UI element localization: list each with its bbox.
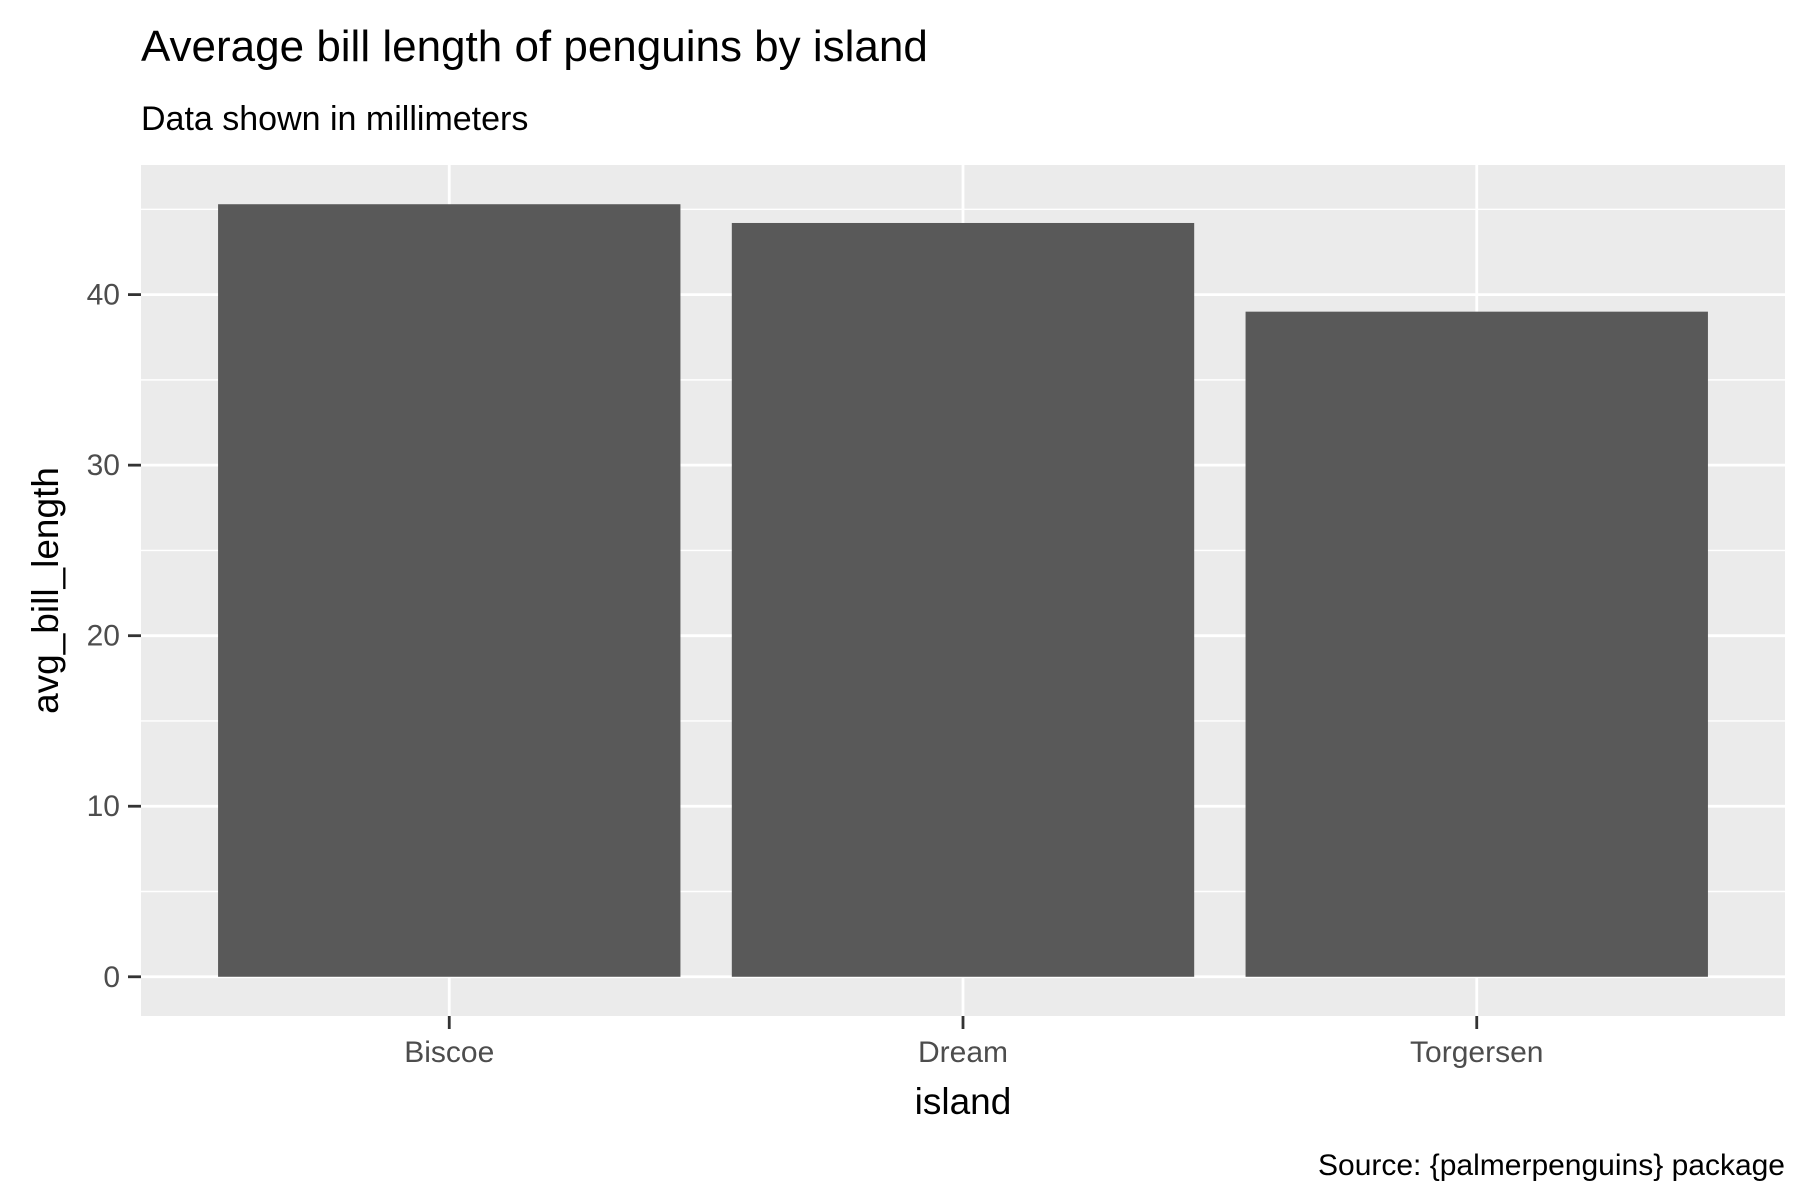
bar-torgersen bbox=[1245, 311, 1708, 977]
chart-subtitle: Data shown in millimeters bbox=[141, 100, 528, 138]
x-axis-title: island bbox=[915, 1081, 1012, 1122]
y-tick-label: 20 bbox=[87, 620, 120, 653]
y-tick-label: 10 bbox=[87, 790, 120, 823]
bar-dream bbox=[731, 222, 1195, 977]
bars bbox=[218, 204, 1708, 977]
x-tick-label: Dream bbox=[918, 1036, 1008, 1069]
y-tick-label: 40 bbox=[87, 279, 120, 312]
y-tick-label: 0 bbox=[103, 961, 120, 994]
x-tick-label: Torgersen bbox=[1410, 1036, 1543, 1069]
x-axis: Biscoe Dream Torgersen bbox=[404, 1016, 1543, 1069]
y-tick-label: 30 bbox=[87, 449, 120, 482]
y-axis: 0 10 20 30 40 bbox=[87, 279, 141, 994]
x-tick-label: Biscoe bbox=[404, 1036, 494, 1069]
chart-caption: Source: {palmerpenguins} package bbox=[1318, 1149, 1785, 1182]
y-axis-title: avg_bill_length bbox=[25, 467, 66, 714]
chart-title: Average bill length of penguins by islan… bbox=[141, 22, 928, 71]
bar-biscoe bbox=[218, 204, 681, 977]
